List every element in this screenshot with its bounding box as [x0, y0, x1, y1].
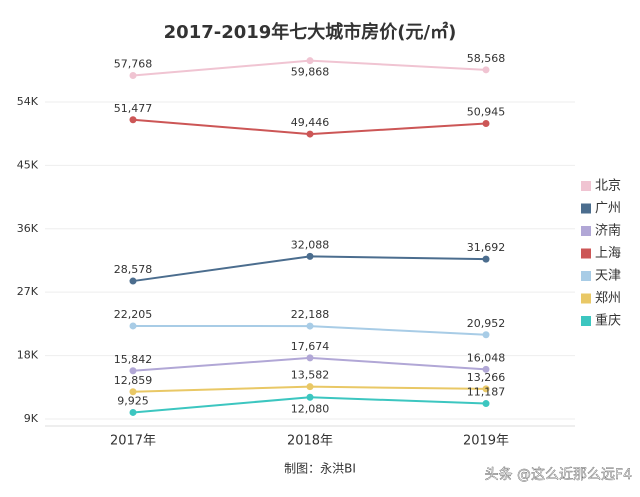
series-line: [132, 255, 487, 283]
legend-swatch: [581, 248, 591, 259]
data-point: [306, 57, 314, 65]
data-point: [306, 383, 314, 391]
legend-label: 济南: [595, 223, 621, 239]
legend-label: 重庆: [595, 313, 621, 329]
legend-swatch: [581, 226, 591, 236]
data-point: [306, 354, 314, 362]
data-label: 20,952: [467, 317, 506, 330]
data-point: [306, 130, 314, 138]
y-tick-label: 36K: [17, 222, 39, 235]
data-point: [129, 408, 137, 416]
legend-swatch: [581, 293, 591, 304]
data-point: [129, 71, 137, 79]
legend-label: 天津: [595, 269, 621, 284]
data-label: 50,945: [467, 106, 506, 119]
data-label: 12,859: [114, 374, 153, 387]
x-tick-label: 2019年: [463, 434, 509, 449]
data-point: [129, 367, 137, 375]
y-tick-label: 45K: [17, 158, 39, 171]
data-label: 58,568: [467, 52, 506, 65]
data-label: 12,080: [291, 402, 330, 415]
legend-label: 广州: [595, 201, 621, 216]
y-tick-label: 27K: [17, 285, 39, 298]
data-label: 28,578: [114, 263, 153, 276]
x-tick-label: 2017年: [110, 434, 156, 449]
data-point: [482, 400, 490, 408]
data-label: 17,674: [291, 340, 330, 353]
data-label: 9,925: [117, 394, 149, 407]
data-point: [129, 277, 137, 285]
data-label: 22,188: [291, 308, 330, 321]
data-point: [129, 322, 137, 330]
data-point: [482, 255, 490, 263]
legend-label: 北京: [595, 179, 621, 194]
legend-swatch: [581, 203, 591, 214]
legend-label: 郑州: [595, 291, 621, 306]
data-point: [306, 252, 314, 260]
data-label: 11,187: [467, 386, 506, 399]
data-point: [306, 322, 314, 330]
data-label: 13,266: [467, 371, 506, 384]
source-note: 制图：永洪BI: [284, 462, 356, 476]
data-label: 59,868: [291, 66, 330, 79]
legend-swatch: [581, 181, 591, 191]
data-label: 51,477: [114, 102, 153, 115]
data-point: [482, 365, 490, 373]
data-label: 22,205: [114, 308, 153, 321]
data-point: [129, 116, 137, 124]
watermark: 头条 @这么近那么远F4: [485, 466, 633, 483]
data-point: [482, 66, 490, 74]
data-point: [306, 393, 314, 401]
data-point: [129, 388, 137, 396]
x-tick-label: 2018年: [287, 434, 333, 449]
data-point: [482, 331, 490, 339]
y-tick-label: 54K: [17, 95, 39, 108]
data-label: 31,692: [467, 241, 506, 254]
data-label: 16,048: [467, 351, 506, 364]
legend-swatch: [581, 271, 591, 281]
data-label: 49,446: [291, 116, 330, 129]
data-label: 32,088: [291, 238, 330, 251]
data-point: [482, 385, 490, 393]
chart-title: 2017-2019年七大城市房价(元/㎡): [164, 21, 457, 43]
y-tick-label: 18K: [17, 349, 39, 362]
data-label: 13,582: [291, 369, 330, 382]
legend-label: 上海: [595, 246, 621, 261]
data-label: 57,768: [114, 57, 153, 70]
data-point: [482, 120, 490, 128]
data-label: 15,842: [114, 353, 153, 366]
legend-swatch: [581, 316, 591, 326]
y-tick-label: 9K: [24, 412, 39, 425]
